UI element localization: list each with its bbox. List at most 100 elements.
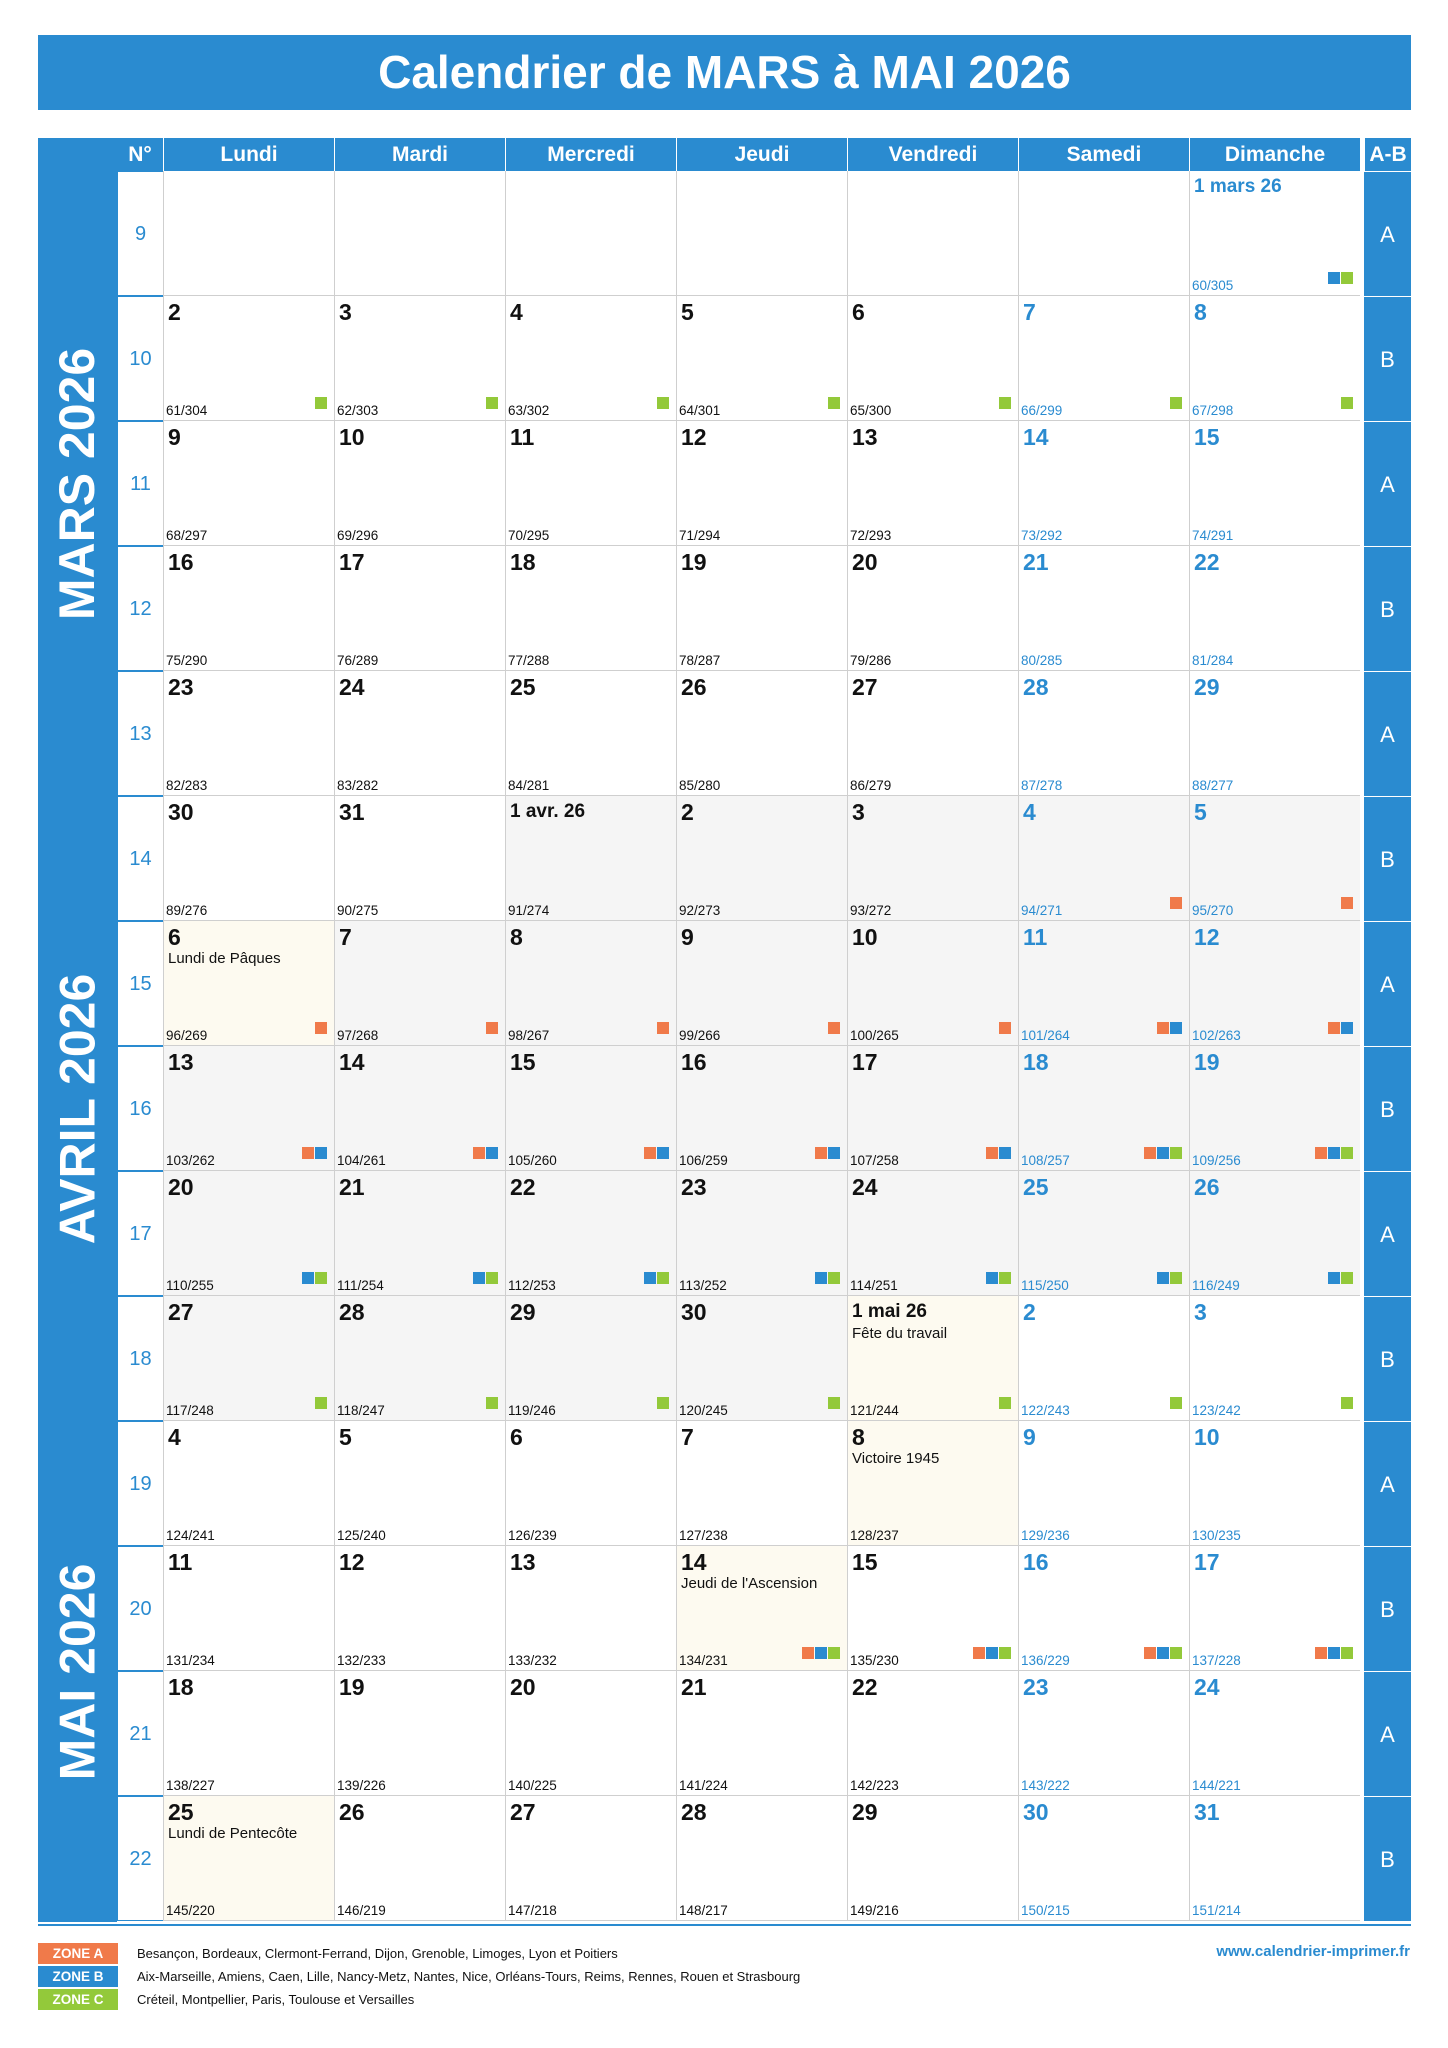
day-cell[interactable]: 12 102/263 bbox=[1189, 921, 1360, 1046]
day-cell[interactable]: 17 107/258 bbox=[847, 1046, 1018, 1171]
day-cell[interactable]: 22 142/223 bbox=[847, 1671, 1018, 1796]
day-cell[interactable]: 13 72/293 bbox=[847, 421, 1018, 546]
day-cell[interactable]: 21 141/224 bbox=[676, 1671, 847, 1796]
day-cell[interactable]: 15 105/260 bbox=[505, 1046, 676, 1171]
day-cell[interactable]: 22 112/253 bbox=[505, 1171, 676, 1296]
day-number: 26 bbox=[681, 674, 707, 700]
day-cell[interactable]: 14 104/261 bbox=[334, 1046, 505, 1171]
day-cell[interactable]: 30 150/215 bbox=[1018, 1796, 1189, 1921]
day-cell[interactable]: 5 64/301 bbox=[676, 296, 847, 421]
day-cell[interactable]: 1 mai 26 Fête du travail 121/244 bbox=[847, 1296, 1018, 1421]
day-cell[interactable]: 23 82/283 bbox=[163, 671, 334, 796]
day-cell[interactable]: 26 85/280 bbox=[676, 671, 847, 796]
day-cell[interactable]: 10 130/235 bbox=[1189, 1421, 1360, 1546]
day-cell[interactable]: 2 61/304 bbox=[163, 296, 334, 421]
day-count: 128/237 bbox=[850, 1528, 899, 1543]
day-cell[interactable]: 18 138/227 bbox=[163, 1671, 334, 1796]
day-cell[interactable]: 10 100/265 bbox=[847, 921, 1018, 1046]
day-cell[interactable]: 4 94/271 bbox=[1018, 796, 1189, 921]
day-cell[interactable]: 16 136/229 bbox=[1018, 1546, 1189, 1671]
day-cell[interactable]: 18 77/288 bbox=[505, 546, 676, 671]
day-cell[interactable]: 19 109/256 bbox=[1189, 1046, 1360, 1171]
day-cell[interactable]: 11 70/295 bbox=[505, 421, 676, 546]
day-cell[interactable]: 15 74/291 bbox=[1189, 421, 1360, 546]
day-cell[interactable]: 11 131/234 bbox=[163, 1546, 334, 1671]
day-cell[interactable]: 18 108/257 bbox=[1018, 1046, 1189, 1171]
day-cell[interactable]: 10 69/296 bbox=[334, 421, 505, 546]
website-link[interactable]: www.calendrier-imprimer.fr bbox=[1216, 1943, 1410, 1960]
day-cell[interactable]: 12 132/233 bbox=[334, 1546, 505, 1671]
day-cell[interactable]: 31 151/214 bbox=[1189, 1796, 1360, 1921]
zone-a-marker bbox=[973, 1647, 985, 1659]
day-cell[interactable]: 26 146/219 bbox=[334, 1796, 505, 1921]
day-cell[interactable]: 7 127/238 bbox=[676, 1421, 847, 1546]
day-cell[interactable]: 2 122/243 bbox=[1018, 1296, 1189, 1421]
day-cell[interactable]: 16 106/259 bbox=[676, 1046, 847, 1171]
day-cell[interactable]: 17 137/228 bbox=[1189, 1546, 1360, 1671]
day-cell[interactable]: 24 144/221 bbox=[1189, 1671, 1360, 1796]
day-cell[interactable]: 1 mars 26 60/305 bbox=[1189, 171, 1360, 296]
day-cell[interactable]: 15 135/230 bbox=[847, 1546, 1018, 1671]
day-count: 138/227 bbox=[166, 1778, 215, 1793]
day-cell[interactable]: 8 67/298 bbox=[1189, 296, 1360, 421]
day-cell[interactable]: 28 87/278 bbox=[1018, 671, 1189, 796]
day-cell[interactable]: 19 78/287 bbox=[676, 546, 847, 671]
day-cell[interactable]: 21 111/254 bbox=[334, 1171, 505, 1296]
day-cell[interactable]: 1 avr. 26 91/274 bbox=[505, 796, 676, 921]
day-cell[interactable]: 30 89/276 bbox=[163, 796, 334, 921]
day-cell[interactable]: 21 80/285 bbox=[1018, 546, 1189, 671]
zone-b-marker bbox=[1328, 1647, 1340, 1659]
day-cell[interactable]: 31 90/275 bbox=[334, 796, 505, 921]
day-cell[interactable]: 4 124/241 bbox=[163, 1421, 334, 1546]
day-cell[interactable]: 8 98/267 bbox=[505, 921, 676, 1046]
day-cell[interactable]: 25 Lundi de Pentecôte 145/220 bbox=[163, 1796, 334, 1921]
day-cell[interactable]: 24 114/251 bbox=[847, 1171, 1018, 1296]
day-cell[interactable]: 25 115/250 bbox=[1018, 1171, 1189, 1296]
day-cell[interactable]: 3 93/272 bbox=[847, 796, 1018, 921]
day-cell[interactable]: 23 143/222 bbox=[1018, 1671, 1189, 1796]
day-cell[interactable]: 7 66/299 bbox=[1018, 296, 1189, 421]
day-cell[interactable]: 3 62/303 bbox=[334, 296, 505, 421]
day-cell[interactable]: 5 125/240 bbox=[334, 1421, 505, 1546]
day-cell[interactable]: 26 116/249 bbox=[1189, 1171, 1360, 1296]
day-cell[interactable]: 28 118/247 bbox=[334, 1296, 505, 1421]
day-cell[interactable]: 27 147/218 bbox=[505, 1796, 676, 1921]
day-cell[interactable]: 5 95/270 bbox=[1189, 796, 1360, 921]
day-cell[interactable]: 25 84/281 bbox=[505, 671, 676, 796]
day-cell[interactable]: 24 83/282 bbox=[334, 671, 505, 796]
day-cell[interactable]: 16 75/290 bbox=[163, 546, 334, 671]
day-cell[interactable]: 23 113/252 bbox=[676, 1171, 847, 1296]
day-cell[interactable]: 9 68/297 bbox=[163, 421, 334, 546]
day-cell[interactable]: 17 76/289 bbox=[334, 546, 505, 671]
day-cell[interactable]: 6 126/239 bbox=[505, 1421, 676, 1546]
day-cell[interactable]: 4 63/302 bbox=[505, 296, 676, 421]
day-number: 25 bbox=[168, 1799, 194, 1825]
day-cell[interactable]: 11 101/264 bbox=[1018, 921, 1189, 1046]
day-cell[interactable]: 12 71/294 bbox=[676, 421, 847, 546]
day-cell[interactable]: 8 Victoire 1945 128/237 bbox=[847, 1421, 1018, 1546]
day-cell[interactable]: 20 110/255 bbox=[163, 1171, 334, 1296]
day-cell[interactable]: 29 149/216 bbox=[847, 1796, 1018, 1921]
day-cell[interactable]: 27 86/279 bbox=[847, 671, 1018, 796]
day-cell[interactable]: 13 103/262 bbox=[163, 1046, 334, 1171]
day-cell[interactable]: 22 81/284 bbox=[1189, 546, 1360, 671]
day-cell[interactable]: 7 97/268 bbox=[334, 921, 505, 1046]
day-count: 120/245 bbox=[679, 1403, 728, 1418]
day-cell[interactable]: 29 88/277 bbox=[1189, 671, 1360, 796]
day-cell[interactable]: 28 148/217 bbox=[676, 1796, 847, 1921]
day-cell[interactable]: 30 120/245 bbox=[676, 1296, 847, 1421]
day-cell[interactable]: 2 92/273 bbox=[676, 796, 847, 921]
day-cell[interactable]: 6 65/300 bbox=[847, 296, 1018, 421]
day-cell[interactable]: 13 133/232 bbox=[505, 1546, 676, 1671]
day-cell[interactable]: 9 129/236 bbox=[1018, 1421, 1189, 1546]
day-cell[interactable]: 6 Lundi de Pâques 96/269 bbox=[163, 921, 334, 1046]
day-cell[interactable]: 3 123/242 bbox=[1189, 1296, 1360, 1421]
day-cell[interactable]: 29 119/246 bbox=[505, 1296, 676, 1421]
day-cell[interactable]: 27 117/248 bbox=[163, 1296, 334, 1421]
day-cell[interactable]: 9 99/266 bbox=[676, 921, 847, 1046]
day-cell[interactable]: 20 140/225 bbox=[505, 1671, 676, 1796]
day-cell[interactable]: 20 79/286 bbox=[847, 546, 1018, 671]
day-cell[interactable]: 14 73/292 bbox=[1018, 421, 1189, 546]
day-cell[interactable]: 19 139/226 bbox=[334, 1671, 505, 1796]
day-cell[interactable]: 14 Jeudi de l'Ascension 134/231 bbox=[676, 1546, 847, 1671]
